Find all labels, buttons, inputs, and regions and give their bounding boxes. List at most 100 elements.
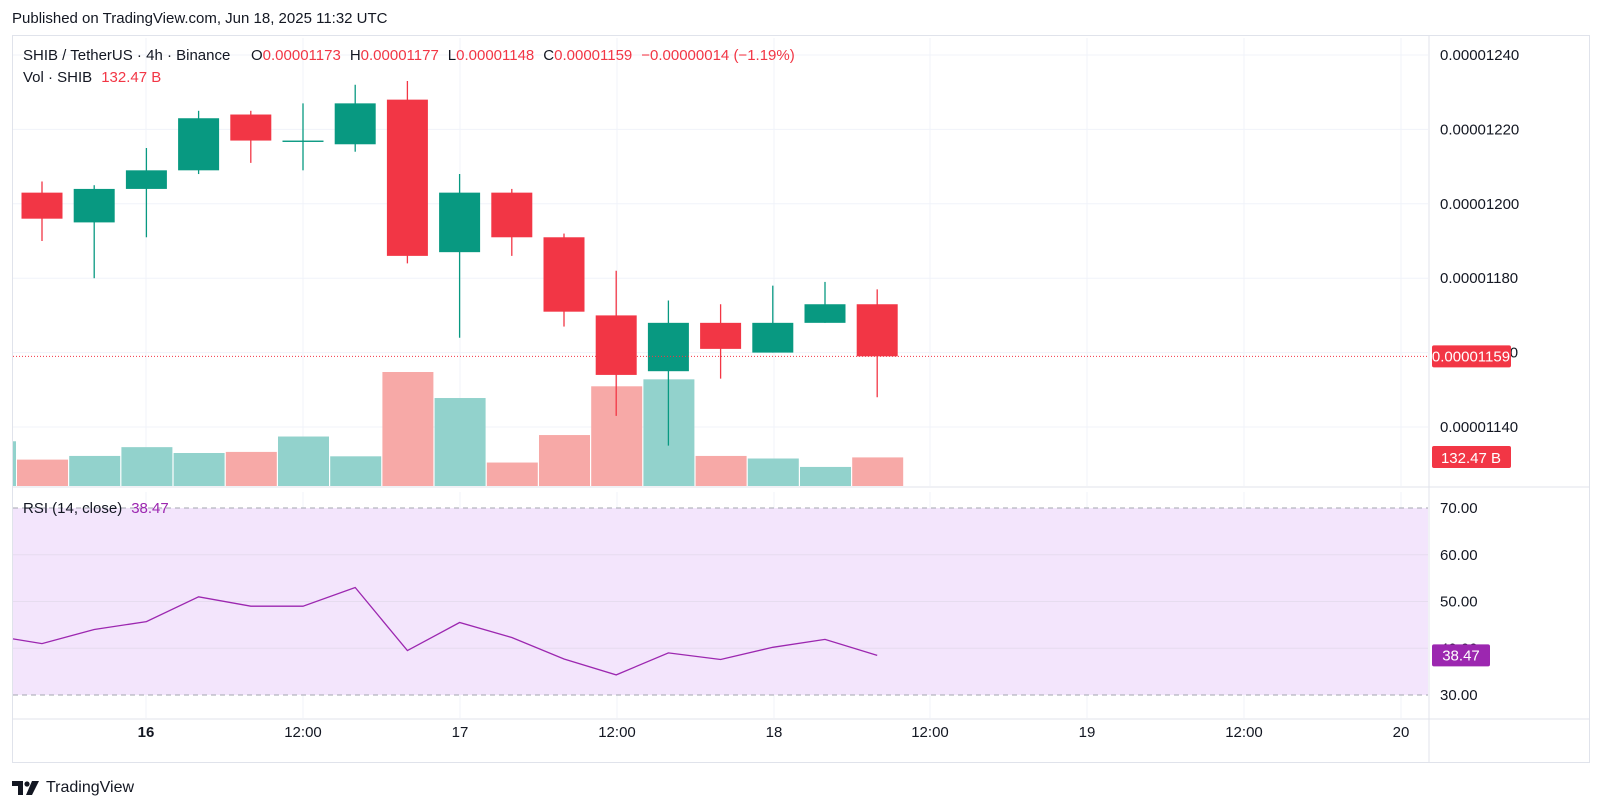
candle[interactable] — [73, 185, 115, 279]
candle[interactable] — [334, 84, 376, 152]
price-tick-label: 0.00001220 — [1440, 121, 1519, 138]
price-tick-label: 0.00001240 — [1440, 47, 1519, 64]
rsi-band — [13, 507, 1428, 696]
volume-bar — [486, 462, 538, 486]
volume-bar — [695, 455, 747, 486]
rsi-tick-label: 70.00 — [1440, 500, 1478, 517]
volume-bar — [278, 436, 329, 486]
volume-bar — [173, 453, 225, 486]
last-price-badge-text: 0.00001159 — [1432, 348, 1510, 365]
volume-bar — [747, 458, 799, 486]
published-caption: Published on TradingView.com, Jun 18, 20… — [12, 10, 388, 27]
candle[interactable] — [804, 281, 846, 323]
time-tick-label: 19 — [1079, 724, 1096, 741]
legend-vol-label: Vol · SHIB — [23, 69, 92, 86]
candle[interactable] — [21, 181, 63, 241]
time-tick-label: 12:00 — [598, 724, 636, 741]
candle[interactable] — [125, 148, 167, 238]
rsi-line — [12, 586, 878, 676]
rsi-tick-label: 30.00 — [1440, 687, 1478, 704]
brand-name: TradingView — [46, 779, 135, 796]
volume-bar — [382, 372, 434, 486]
candle[interactable] — [595, 270, 637, 416]
last-price-badge-box — [1432, 345, 1511, 368]
candle[interactable] — [543, 233, 585, 327]
candle-body — [700, 322, 742, 349]
volume-bar — [225, 451, 277, 486]
volume-bar — [69, 455, 121, 486]
candle[interactable] — [178, 110, 220, 175]
volume-bar — [539, 435, 590, 486]
candle[interactable] — [752, 285, 794, 353]
candle[interactable] — [230, 110, 272, 163]
volume-bar — [17, 459, 68, 486]
time-tick-label: 12:00 — [911, 724, 949, 741]
rsi-value-badge-box — [1432, 644, 1490, 667]
rsi-value-badge-text: 38.47 — [1442, 647, 1480, 664]
candle-body — [73, 188, 115, 223]
volume-bar — [121, 447, 173, 486]
tradingview-logo[interactable]: TradingView — [12, 776, 134, 800]
volume-badge-box — [1432, 446, 1511, 468]
volume-bar-leading — [13, 441, 16, 486]
candle-body — [439, 192, 481, 253]
volume-badge-text: 132.47 B — [1441, 450, 1501, 467]
time-tick-label: 20 — [1393, 724, 1410, 741]
candle[interactable] — [856, 289, 898, 398]
candle-body — [804, 304, 846, 323]
tradingview-icon — [12, 781, 39, 795]
volume-bar — [330, 456, 382, 486]
candle-body — [178, 118, 220, 171]
chart-frame — [12, 35, 1590, 763]
legend-l-label: L — [448, 47, 456, 64]
candle-body — [125, 170, 167, 189]
legend-o-value: 0.00001173 — [263, 47, 341, 64]
legend-l-value: 0.00001148 — [456, 47, 534, 64]
candle-body — [856, 304, 898, 357]
candle-body — [647, 322, 689, 372]
price-tick-label: 0.00001180 — [1440, 270, 1518, 287]
legend-c-value: 0.00001159 — [554, 47, 632, 64]
rsi-tick-label: 50.00 — [1440, 594, 1478, 611]
time-tick-label: 16 — [138, 724, 155, 741]
rsi-value-badge: 38.47 — [1432, 644, 1490, 667]
candle[interactable] — [386, 81, 428, 264]
candle-body — [752, 322, 794, 353]
price-tick-label: 0.00001140 — [1440, 419, 1518, 436]
candle-body — [595, 315, 637, 375]
last-price-badge: 0.00001159 — [1432, 345, 1511, 368]
time-tick-label: 12:00 — [1225, 724, 1263, 741]
time-tick-label: 18 — [766, 724, 783, 741]
candle[interactable] — [491, 188, 533, 256]
candle-body — [282, 140, 324, 142]
candle[interactable] — [439, 174, 481, 338]
rsi-series-line — [12, 586, 878, 676]
legend-o-label: O — [251, 47, 263, 64]
candle[interactable] — [282, 103, 324, 171]
price-tick-label: 0.00001200 — [1440, 196, 1519, 213]
legend-vol-value: 132.47 B — [101, 69, 161, 86]
candle-body — [491, 192, 533, 238]
volume-badge: 132.47 B — [1432, 446, 1511, 468]
time-tick-label: 12:00 — [284, 724, 322, 741]
legend-h-value: 0.00001177 — [361, 47, 439, 64]
candle[interactable] — [700, 304, 742, 379]
legend-change: −0.00000014 (−1.19%) — [641, 47, 794, 64]
rsi-legend: RSI (14, close) 38.47 — [23, 500, 169, 517]
legend-ohlc: O0.00001173 H0.00001177 L0.00001148 C0.0000… — [251, 47, 795, 64]
rsi-legend-value: 38.47 — [131, 500, 169, 517]
candle-body — [21, 192, 63, 219]
legend: SHIB / TetherUS · 4h · Binance O0.000011… — [23, 47, 795, 517]
legend-h-label: H — [350, 47, 361, 64]
candle-body — [334, 103, 376, 145]
legend-c-label: C — [543, 47, 554, 64]
volume-bar — [434, 398, 486, 486]
legend-symbol: SHIB / TetherUS · 4h · Binance — [23, 47, 230, 64]
candle[interactable] — [647, 300, 689, 446]
axes: 0.000011400.000011600.000011800.00001200… — [138, 47, 1520, 741]
candle-body — [386, 99, 428, 256]
rsi-tick-label: 60.00 — [1440, 547, 1478, 564]
candle-body — [230, 114, 272, 141]
volume-bar — [800, 466, 851, 486]
